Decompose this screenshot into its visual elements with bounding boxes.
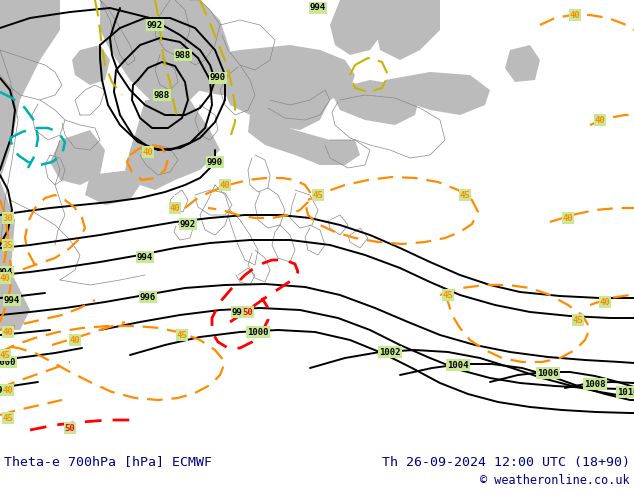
Polygon shape	[50, 130, 105, 185]
Text: 40: 40	[3, 327, 13, 337]
Polygon shape	[85, 170, 140, 205]
Text: 998: 998	[0, 386, 13, 394]
Text: 994: 994	[0, 268, 13, 276]
Text: 994: 994	[4, 295, 20, 304]
Text: 992: 992	[180, 220, 196, 228]
Polygon shape	[168, 45, 355, 105]
Text: 1000: 1000	[247, 327, 269, 337]
Text: 992: 992	[147, 21, 163, 29]
Text: 40: 40	[569, 10, 580, 20]
Text: 50: 50	[65, 423, 75, 433]
Polygon shape	[375, 0, 440, 60]
Text: 45: 45	[443, 291, 453, 299]
Polygon shape	[330, 80, 420, 125]
Polygon shape	[225, 75, 280, 105]
Polygon shape	[125, 100, 220, 190]
Text: 1010: 1010	[618, 388, 634, 396]
Text: 998: 998	[232, 308, 248, 317]
Text: 45: 45	[460, 191, 470, 199]
Text: 40: 40	[70, 336, 81, 344]
Text: 990: 990	[207, 157, 223, 167]
Text: 40: 40	[170, 203, 181, 213]
Text: 988: 988	[175, 50, 191, 59]
Text: 40: 40	[562, 214, 573, 222]
Text: 1008: 1008	[585, 379, 605, 389]
Polygon shape	[0, 180, 15, 330]
Polygon shape	[330, 0, 390, 55]
Text: Theta-e 700hPa [hPa] ECMWF: Theta-e 700hPa [hPa] ECMWF	[4, 456, 212, 468]
Text: 50: 50	[243, 308, 254, 317]
Text: 1006: 1006	[537, 368, 559, 377]
Text: 40: 40	[0, 273, 10, 283]
Text: 35: 35	[3, 241, 13, 249]
Text: 40: 40	[3, 386, 13, 394]
Text: 45: 45	[0, 350, 10, 360]
Text: © weatheronline.co.uk: © weatheronline.co.uk	[481, 473, 630, 487]
Text: 994: 994	[137, 252, 153, 262]
Text: 40: 40	[595, 116, 605, 124]
Text: 1004: 1004	[447, 361, 469, 369]
Text: 40: 40	[600, 297, 611, 307]
Polygon shape	[0, 0, 60, 180]
Text: 30: 30	[3, 214, 13, 222]
Text: 988: 988	[154, 91, 170, 99]
Polygon shape	[385, 72, 490, 115]
Text: 996: 996	[140, 293, 156, 301]
Polygon shape	[250, 65, 285, 90]
Polygon shape	[220, 70, 330, 130]
Text: 994: 994	[310, 3, 326, 13]
Text: 45: 45	[177, 330, 188, 340]
Polygon shape	[248, 115, 360, 165]
Polygon shape	[160, 100, 200, 150]
Text: 1000: 1000	[0, 358, 16, 367]
Text: 45: 45	[573, 316, 583, 324]
Polygon shape	[0, 270, 30, 330]
Text: 45: 45	[3, 414, 13, 422]
Polygon shape	[72, 45, 110, 85]
Text: Th 26-09-2024 12:00 UTC (18+90): Th 26-09-2024 12:00 UTC (18+90)	[382, 456, 630, 468]
Polygon shape	[100, 0, 230, 110]
Polygon shape	[505, 45, 540, 82]
Text: 40: 40	[219, 180, 230, 190]
Text: 45: 45	[313, 191, 323, 199]
Text: 990: 990	[210, 74, 226, 82]
Text: 1002: 1002	[379, 347, 401, 357]
Text: 40: 40	[143, 147, 153, 156]
